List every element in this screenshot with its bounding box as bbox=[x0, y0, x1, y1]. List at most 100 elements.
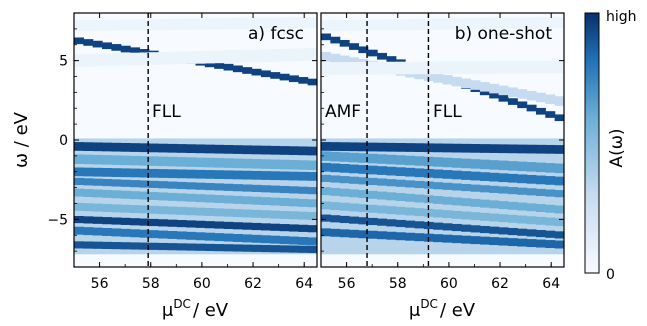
band-segment bbox=[442, 196, 453, 205]
band-segment bbox=[470, 80, 481, 90]
band-segment bbox=[251, 68, 262, 76]
band-segment bbox=[148, 52, 159, 65]
xtick-label: 60 bbox=[440, 276, 458, 292]
band-segment bbox=[330, 62, 341, 75]
band-segment bbox=[204, 60, 215, 68]
band-segment bbox=[92, 189, 103, 198]
band-segment bbox=[148, 143, 159, 153]
band-segment bbox=[395, 193, 406, 201]
lower-band-5 bbox=[321, 201, 564, 227]
band-segment bbox=[74, 226, 84, 235]
band-segment bbox=[358, 230, 369, 239]
band-segment bbox=[167, 18, 178, 30]
band-segment bbox=[517, 101, 528, 109]
band-segment bbox=[433, 222, 444, 230]
band-segment bbox=[395, 206, 406, 215]
band-segment bbox=[102, 228, 112, 236]
band-segment bbox=[339, 229, 350, 238]
band-segment bbox=[451, 210, 462, 219]
lower-band-3 bbox=[321, 174, 564, 198]
band-segment bbox=[102, 217, 112, 225]
lower-band-0 bbox=[321, 142, 564, 154]
band-segment bbox=[92, 178, 103, 186]
panel-b-amf-label: AMF bbox=[325, 102, 361, 122]
band-segment bbox=[339, 142, 350, 152]
panel-a-label: a) fcsc bbox=[248, 24, 304, 44]
band-segment bbox=[349, 189, 359, 198]
band-segment bbox=[461, 61, 472, 74]
band-segment bbox=[74, 241, 84, 249]
band-segment bbox=[186, 193, 197, 202]
band-segment bbox=[167, 181, 178, 189]
band-segment bbox=[204, 208, 215, 216]
band-segment bbox=[367, 142, 378, 152]
band-segment bbox=[242, 145, 253, 155]
band-segment bbox=[507, 173, 518, 183]
xtick-label: 58 bbox=[142, 276, 160, 292]
band-segment bbox=[507, 201, 518, 210]
band-segment bbox=[176, 169, 187, 179]
band-segment bbox=[232, 195, 243, 204]
xtick-label: 60 bbox=[193, 276, 211, 292]
band-segment bbox=[507, 87, 518, 97]
band-segment bbox=[92, 227, 103, 236]
band-segment bbox=[232, 145, 243, 154]
band-segment bbox=[377, 178, 388, 186]
band-segment bbox=[120, 45, 131, 53]
band-segment bbox=[489, 160, 500, 170]
band-segment bbox=[545, 189, 556, 197]
band-segment bbox=[358, 19, 369, 31]
band-segment bbox=[120, 228, 131, 237]
band-segment bbox=[251, 170, 262, 180]
band-segment bbox=[195, 18, 206, 30]
band-segment bbox=[526, 188, 537, 196]
band-segment bbox=[223, 233, 234, 242]
band-segment bbox=[260, 17, 271, 29]
band-segment bbox=[158, 181, 169, 189]
band-segment bbox=[414, 221, 425, 229]
panel-a: 56 58 60 62 64 5 0 −5 a) fcsc FLL μDC / eV bbox=[47, 12, 318, 321]
band-segment bbox=[232, 184, 243, 192]
band-segment bbox=[74, 142, 84, 151]
band-segment bbox=[167, 143, 178, 153]
band-segment bbox=[270, 185, 281, 193]
band-segment bbox=[242, 209, 253, 218]
band-segment bbox=[554, 114, 564, 122]
band-segment bbox=[83, 189, 94, 197]
band-segment bbox=[148, 205, 159, 214]
band-segment bbox=[195, 144, 206, 154]
band-segment bbox=[102, 142, 112, 152]
band-segment bbox=[507, 227, 518, 236]
band-segment bbox=[479, 185, 490, 193]
band-segment bbox=[507, 161, 518, 171]
band-segment bbox=[386, 192, 397, 201]
band-segment bbox=[130, 143, 141, 152]
band-segment bbox=[498, 173, 509, 183]
band-segment bbox=[367, 177, 378, 186]
band-segment bbox=[307, 172, 317, 181]
band-segment bbox=[260, 197, 271, 206]
band-segment bbox=[251, 244, 262, 252]
lower-band-4 bbox=[74, 188, 317, 208]
band-segment bbox=[321, 162, 331, 172]
band-segment bbox=[74, 37, 84, 45]
band-segment bbox=[204, 157, 215, 168]
band-segment bbox=[414, 208, 425, 217]
band-segment bbox=[139, 19, 150, 31]
band-segment bbox=[545, 60, 556, 74]
band-segment bbox=[414, 180, 425, 189]
band-segment bbox=[111, 217, 122, 225]
band-segment bbox=[195, 194, 206, 203]
band-segment bbox=[242, 244, 253, 252]
band-segment bbox=[288, 171, 299, 181]
band-segment bbox=[517, 187, 528, 195]
band-segment bbox=[130, 52, 141, 66]
band-segment bbox=[395, 19, 406, 31]
band-segment bbox=[395, 179, 406, 187]
band-segment bbox=[339, 188, 350, 197]
band-segment bbox=[451, 197, 462, 206]
band-segment bbox=[423, 61, 434, 75]
band-segment bbox=[195, 243, 206, 251]
band-segment bbox=[232, 244, 243, 252]
